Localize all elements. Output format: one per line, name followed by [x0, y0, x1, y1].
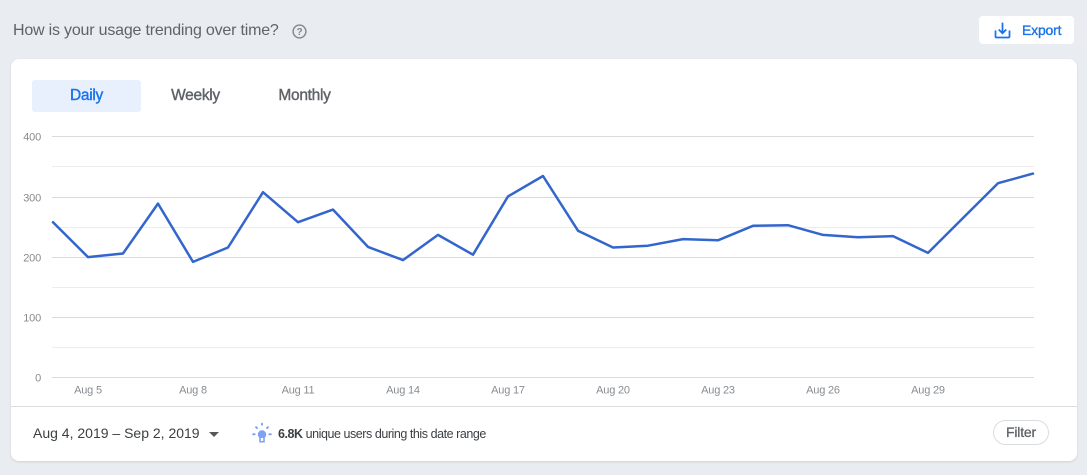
svg-text:Aug 17: Aug 17: [491, 385, 525, 397]
svg-text:Aug 14: Aug 14: [386, 385, 420, 397]
svg-text:200: 200: [23, 253, 41, 265]
svg-text:100: 100: [23, 313, 41, 325]
svg-text:Aug 5: Aug 5: [74, 385, 102, 397]
svg-text:300: 300: [23, 193, 41, 205]
svg-text:400: 400: [23, 132, 41, 144]
svg-text:Aug 8: Aug 8: [179, 385, 207, 397]
svg-text:Aug 20: Aug 20: [596, 385, 630, 397]
svg-text:0: 0: [35, 373, 41, 385]
svg-text:Aug 23: Aug 23: [701, 385, 735, 397]
svg-text:?: ?: [296, 27, 302, 38]
svg-text:Aug 11: Aug 11: [282, 385, 315, 397]
svg-text:Aug 29: Aug 29: [911, 385, 945, 397]
svg-text:Aug 26: Aug 26: [806, 385, 840, 397]
